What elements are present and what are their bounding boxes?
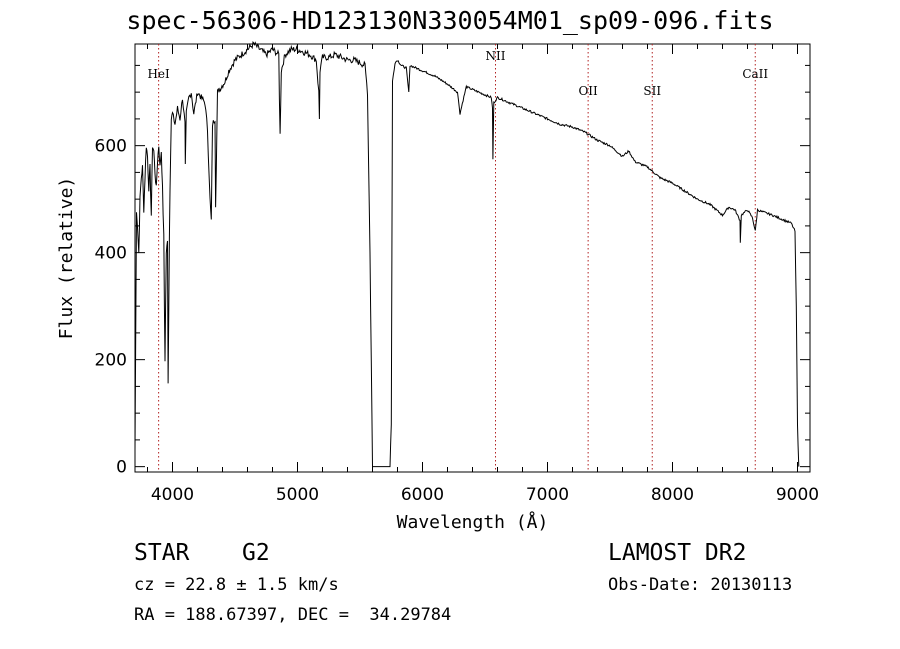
line-marker-label: HeI — [147, 67, 170, 81]
y-tick-label: 600 — [95, 137, 127, 157]
x-tick-label: 4000 — [151, 485, 194, 505]
line-marker-label: CaII — [742, 67, 768, 81]
chart-title: spec-56306-HD123130N330054M01_sp09-096.f… — [126, 6, 774, 35]
object-subclass: G2 — [242, 540, 270, 566]
x-tick-label: 6000 — [401, 485, 444, 505]
y-tick-label: 200 — [95, 351, 127, 371]
plot-frame — [134, 43, 811, 473]
x-tick-label: 9000 — [776, 485, 819, 505]
y-axis-label: Flux (relative) — [56, 177, 77, 340]
line-marker-label: NII — [486, 49, 506, 63]
x-tick-label: 5000 — [276, 485, 319, 505]
object-class: STAR — [134, 540, 190, 566]
line-marker-label: OII — [578, 84, 598, 98]
y-tick-label: 400 — [95, 244, 127, 264]
survey-name: LAMOST DR2 — [608, 540, 747, 566]
redshift-cz: cz = 22.8 ± 1.5 km/s — [134, 575, 339, 595]
x-tick-label: 8000 — [651, 485, 694, 505]
x-axis-label: Wavelength (Å) — [397, 511, 549, 533]
x-tick-label: 7000 — [526, 485, 569, 505]
ra-dec: RA = 188.67397, DEC = 34.29784 — [134, 605, 452, 625]
y-tick-label: 0 — [116, 458, 127, 478]
obs-date: Obs-Date: 20130113 — [608, 575, 793, 595]
spectrum-line — [134, 40, 800, 468]
line-marker-label: SII — [643, 84, 661, 98]
